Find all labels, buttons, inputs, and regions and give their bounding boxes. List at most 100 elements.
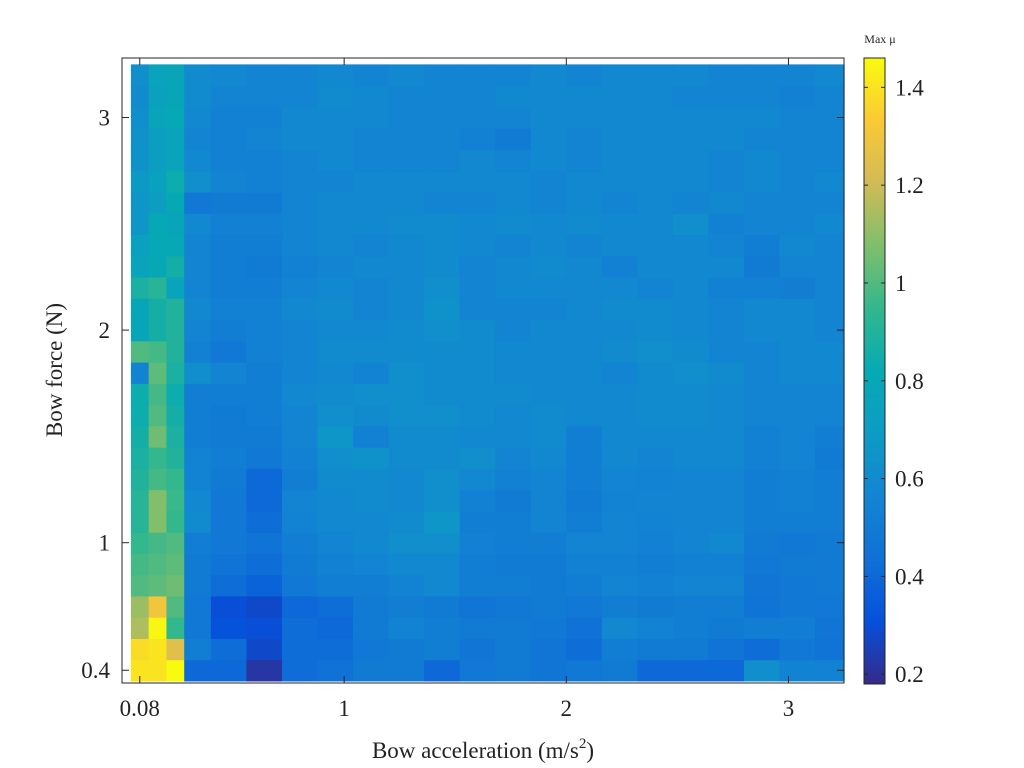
heatmap-cell [130, 595, 150, 618]
heatmap-cell [601, 404, 638, 427]
heatmap-cell [495, 319, 532, 342]
heatmap-cell [566, 106, 603, 129]
heatmap-cell [388, 425, 425, 448]
colorbar-tick-label: 1.4 [895, 75, 924, 100]
heatmap-cell [708, 234, 745, 257]
heatmap-cell [566, 128, 603, 151]
heatmap-cell [779, 276, 816, 299]
heatmap-cell [148, 532, 168, 554]
y-tick-label: 0.4 [81, 658, 110, 683]
heatmap-cell [708, 213, 745, 236]
heatmap-cell [779, 255, 816, 278]
heatmap-cell [148, 340, 168, 363]
heatmap-cell [424, 255, 461, 278]
heatmap-cell [317, 595, 354, 618]
heatmap-cell [184, 447, 212, 469]
heatmap-cell [566, 659, 603, 682]
heatmap-cell [148, 638, 168, 661]
heatmap-cell [672, 255, 710, 278]
heatmap-cell [210, 574, 247, 597]
heatmap-cell [281, 638, 319, 661]
heatmap-cell [815, 276, 845, 299]
heatmap-cell [210, 553, 247, 576]
heatmap-cell [530, 255, 567, 278]
heatmap-cell [779, 425, 816, 448]
heatmap-cell [495, 532, 532, 554]
heatmap-cell [495, 128, 532, 151]
heatmap-cell [148, 191, 168, 214]
heatmap-cell [744, 404, 781, 427]
heatmap-cell [495, 617, 532, 639]
heatmap-cell [210, 213, 247, 236]
heatmap-cell [815, 85, 845, 108]
heatmap-cell [148, 213, 168, 236]
heatmap-cell [744, 234, 781, 257]
heatmap-cell [672, 659, 710, 682]
heatmap-cell [566, 85, 603, 108]
heatmap-cell [148, 574, 168, 597]
heatmap-cell [184, 468, 212, 491]
heatmap-cell [601, 319, 638, 342]
colorbar-tick-label: 0.4 [895, 564, 924, 589]
heatmap-cell [495, 255, 532, 278]
heatmap-cell [210, 447, 247, 469]
heatmap-cell [184, 553, 212, 576]
heatmap-cell [601, 106, 638, 129]
heatmap-cell [601, 64, 638, 87]
heatmap-cell [779, 234, 816, 257]
heatmap-cell [130, 532, 150, 554]
heatmap-cell [637, 617, 674, 639]
heatmap-cell [459, 191, 496, 214]
heatmap-cell [744, 553, 781, 576]
heatmap-cell [130, 362, 150, 384]
heatmap-cell [246, 85, 283, 108]
heatmap-cell [388, 64, 425, 87]
heatmap-cell [779, 510, 816, 533]
heatmap-cell [388, 595, 425, 618]
heatmap-cell [210, 404, 247, 427]
heatmap-cell [779, 595, 816, 618]
heatmap-cell [779, 532, 816, 554]
heatmap-cell [424, 234, 461, 257]
heatmap-cell [148, 170, 168, 193]
heatmap-cell [166, 319, 185, 342]
heatmap-cell [672, 276, 710, 299]
x-axis-label-text: Bow acceleration (m/s [372, 738, 579, 763]
heatmap-cell [708, 468, 745, 491]
heatmap-cell [601, 149, 638, 172]
heatmap-cell [388, 298, 425, 321]
heatmap-cell [210, 276, 247, 299]
heatmap-cell [744, 447, 781, 469]
heatmap-cell [530, 617, 567, 639]
heatmap-cell [166, 659, 185, 682]
heatmap-cell [708, 425, 745, 448]
heatmap-cell [744, 276, 781, 299]
heatmap-cell [210, 532, 247, 554]
heatmap-cell [815, 340, 845, 363]
heatmap-cell [601, 383, 638, 406]
heatmap-cell [424, 553, 461, 576]
heatmap-cell [708, 447, 745, 469]
heatmap-cell [779, 128, 816, 151]
heatmap-cell [184, 489, 212, 512]
heatmap-cell [815, 170, 845, 193]
heatmap-cell [530, 276, 567, 299]
heatmap-cell [708, 617, 745, 639]
heatmap-cell [281, 468, 319, 491]
heatmap-cell [148, 553, 168, 576]
heatmap-cell [281, 595, 319, 618]
heatmap-cell [246, 298, 283, 321]
heatmap-cell [130, 383, 150, 406]
heatmap-cell [815, 468, 845, 491]
heatmap-cell [281, 128, 319, 151]
heatmap-cell [637, 553, 674, 576]
heatmap-cell [281, 255, 319, 278]
heatmap-cell [148, 255, 168, 278]
heatmap-cell [601, 532, 638, 554]
heatmap-cell [130, 213, 150, 236]
heatmap-cell [637, 255, 674, 278]
heatmap-cell [459, 340, 496, 363]
heatmap-cell [130, 85, 150, 108]
heatmap-cell [130, 234, 150, 257]
heatmap-cell [495, 638, 532, 661]
